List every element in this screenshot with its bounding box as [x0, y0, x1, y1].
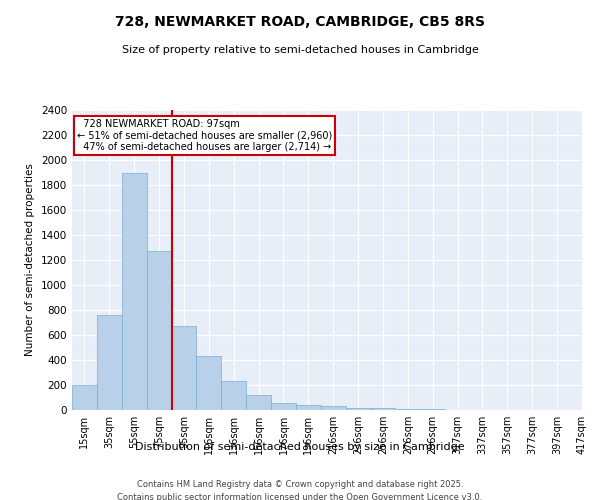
Bar	[246, 395, 271, 410]
Bar	[321, 406, 346, 410]
Bar	[395, 409, 420, 410]
Text: Distribution of semi-detached houses by size in Cambridge: Distribution of semi-detached houses by …	[135, 442, 465, 452]
Bar	[122, 172, 146, 410]
Bar	[371, 408, 395, 410]
Bar	[196, 356, 221, 410]
Text: Contains public sector information licensed under the Open Government Licence v3: Contains public sector information licen…	[118, 492, 482, 500]
Text: 728 NEWMARKET ROAD: 97sqm
← 51% of semi-detached houses are smaller (2,960)
  47: 728 NEWMARKET ROAD: 97sqm ← 51% of semi-…	[77, 119, 332, 152]
Text: 728, NEWMARKET ROAD, CAMBRIDGE, CB5 8RS: 728, NEWMARKET ROAD, CAMBRIDGE, CB5 8RS	[115, 15, 485, 29]
Bar	[146, 251, 172, 410]
Bar	[346, 408, 371, 410]
Text: Contains HM Land Registry data © Crown copyright and database right 2025.: Contains HM Land Registry data © Crown c…	[137, 480, 463, 489]
Y-axis label: Number of semi-detached properties: Number of semi-detached properties	[25, 164, 35, 356]
Bar	[172, 326, 196, 410]
Bar	[271, 402, 296, 410]
Text: Size of property relative to semi-detached houses in Cambridge: Size of property relative to semi-detach…	[122, 45, 478, 55]
Bar	[72, 385, 97, 410]
Bar	[221, 381, 246, 410]
Bar	[97, 315, 122, 410]
Bar	[296, 405, 321, 410]
